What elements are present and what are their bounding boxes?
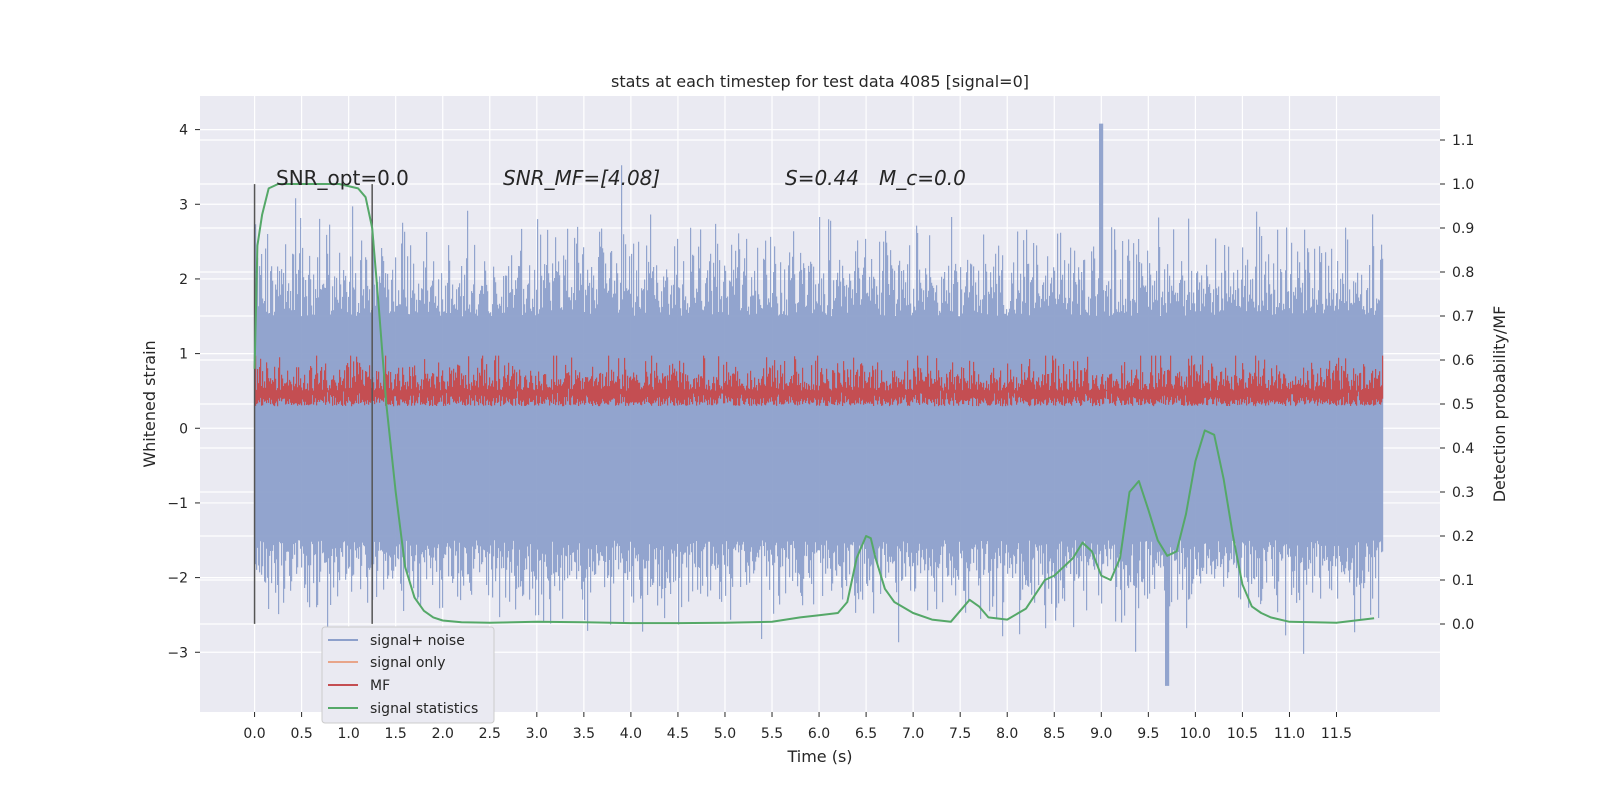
x-tick-label: 7.5 [949, 726, 971, 742]
y-right-tick-label: 0.4 [1452, 441, 1474, 457]
x-tick-label: 4.5 [667, 726, 689, 742]
x-tick-label: 5.5 [761, 726, 783, 742]
x-tick-label: 8.5 [1043, 726, 1065, 742]
annotation-mc: M_c=0.0 [879, 166, 966, 190]
signal-statistics-line [253, 183, 1375, 625]
y-right-tick-label: 0.6 [1452, 353, 1474, 369]
x-tick-label: 1.0 [338, 726, 360, 742]
x-tick-label: 11.5 [1321, 726, 1352, 742]
x-tick-label: 9.0 [1090, 726, 1112, 742]
x-tick-label: 10.0 [1180, 726, 1211, 742]
legend-label-mf: MF [370, 678, 390, 694]
y-right-tick-label: 0.7 [1452, 309, 1474, 325]
x-axis-ticks: 0.0 0.5 1.0 1.5 2.0 2.5 3.0 3.5 4.0 4.5 5.0 5.5 6.0 6… [243, 712, 1352, 742]
y-right-tick-label: 1.0 [1452, 177, 1474, 193]
x-tick-label: 0.5 [290, 726, 312, 742]
x-tick-label: 6.5 [855, 726, 877, 742]
y-left-tick-label: 0 [179, 421, 188, 437]
x-tick-label: 7.0 [902, 726, 924, 742]
right-y-axis-ticks: 0.0 0.1 0.2 0.3 0.4 0.5 0.6 0.7 0.8 0.9 1.0 1.1 [1440, 133, 1474, 633]
y-right-tick-label: 0.5 [1452, 397, 1474, 413]
y-left-tick-label: −1 [167, 496, 188, 512]
y-left-tick-label: 3 [179, 197, 188, 213]
x-tick-label: 3.0 [526, 726, 548, 742]
y-left-tick-label: −2 [167, 571, 188, 587]
x-axis-label: Time (s) [786, 747, 852, 766]
x-tick-label: 2.0 [432, 726, 454, 742]
y-left-tick-label: 4 [179, 123, 188, 139]
left-y-axis-label: Whitened strain [140, 340, 159, 467]
x-tick-label: 3.5 [573, 726, 595, 742]
y-left-tick-label: 2 [179, 272, 188, 288]
y-right-tick-label: 0.3 [1452, 485, 1474, 501]
x-tick-label: 0.0 [243, 726, 265, 742]
series-signal-statistics [253, 183, 1375, 625]
right-y-axis-label: Detection probability/MF [1490, 306, 1509, 503]
legend-label-signal-only: signal only [370, 655, 445, 671]
annotation-snr-mf: SNR_MF=[4.08] [503, 166, 660, 190]
y-right-tick-label: 0.1 [1452, 573, 1474, 589]
left-y-axis-ticks: −3 −2 −1 0 1 2 3 4 [167, 123, 200, 661]
x-tick-label: 2.5 [479, 726, 501, 742]
x-tick-label: 5.0 [714, 726, 736, 742]
x-tick-label: 4.0 [620, 726, 642, 742]
y-right-tick-label: 0.2 [1452, 529, 1474, 545]
y-left-tick-label: 1 [179, 347, 188, 363]
x-tick-label: 10.5 [1227, 726, 1258, 742]
chart-title: stats at each timestep for test data 408… [611, 72, 1029, 91]
y-left-tick-label: −3 [167, 645, 188, 661]
annotation-s: S=0.44 [785, 166, 859, 190]
legend-box [321, 626, 495, 724]
x-tick-label: 6.0 [808, 726, 830, 742]
legend-label-signal-noise: signal+ noise [370, 633, 465, 649]
y-right-tick-label: 1.1 [1452, 133, 1474, 149]
legend-label-signal-statistics: signal statistics [370, 701, 478, 717]
y-right-tick-label: 0.0 [1452, 617, 1474, 633]
x-tick-label: 1.5 [385, 726, 407, 742]
vertical-markers [253, 184, 373, 624]
x-tick-label: 9.5 [1137, 726, 1159, 742]
legend: signal+ noise signal only MF signal stat… [321, 626, 495, 724]
y-right-tick-label: 0.9 [1452, 221, 1474, 237]
annotation-snr-opt: SNR_opt=0.0 [276, 166, 409, 190]
y-right-tick-label: 0.8 [1452, 265, 1474, 281]
x-tick-label: 8.0 [996, 726, 1018, 742]
x-tick-label: 11.0 [1274, 726, 1305, 742]
